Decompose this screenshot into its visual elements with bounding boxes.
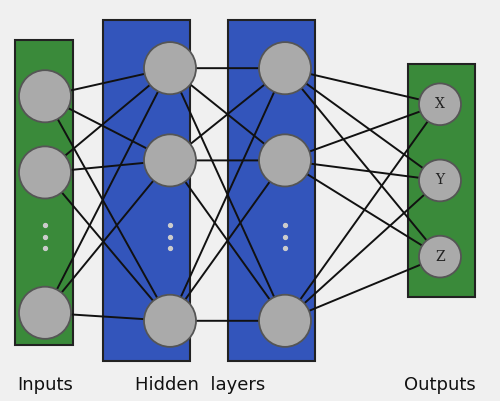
Ellipse shape [419,236,461,277]
Ellipse shape [19,287,71,339]
Text: X: X [435,97,445,111]
Bar [228,20,315,361]
Ellipse shape [259,42,311,94]
Bar [408,64,475,297]
Ellipse shape [144,134,196,186]
Text: Y: Y [436,174,444,187]
Ellipse shape [144,42,196,94]
Ellipse shape [19,70,71,122]
Bar [102,20,190,361]
Ellipse shape [419,83,461,125]
Ellipse shape [19,146,71,198]
Text: Inputs: Inputs [17,376,73,394]
Ellipse shape [144,295,196,347]
Text: Z: Z [435,250,445,263]
Bar [15,40,72,345]
Text: Outputs: Outputs [404,376,476,394]
Ellipse shape [259,134,311,186]
Ellipse shape [259,295,311,347]
Text: Hidden  layers: Hidden layers [135,376,265,394]
Ellipse shape [419,160,461,201]
